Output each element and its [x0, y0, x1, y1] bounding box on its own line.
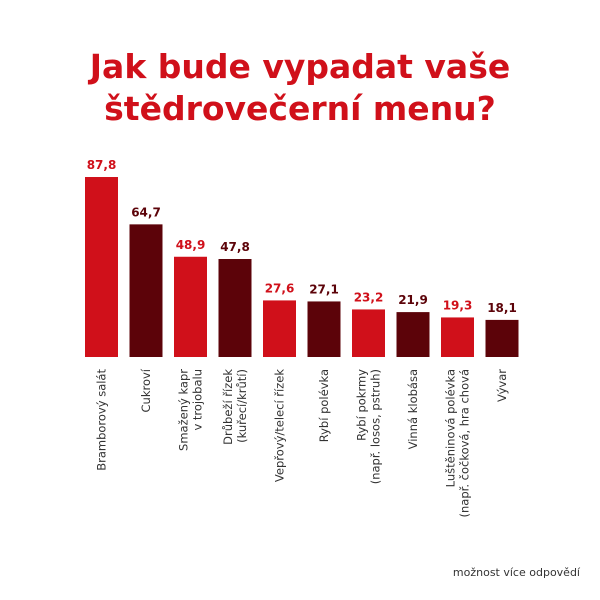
- category-label-line: Luštěninová polévka: [444, 369, 458, 487]
- category-label: Drůbeží řízek(kuřecí/krůtí): [221, 369, 249, 445]
- category-label-line: (např. losos, pstruh): [369, 369, 383, 484]
- category-label: Rybí pokrmy(např. losos, pstruh): [355, 369, 383, 484]
- category-label: Vepřový/telecí řízek: [273, 369, 287, 482]
- value-label: 19,3: [443, 298, 473, 312]
- bar: [396, 312, 430, 357]
- value-label: 23,2: [354, 290, 384, 304]
- bar: [174, 256, 207, 357]
- category-label: Bramborový salát: [95, 369, 109, 471]
- title-line-2: štědrovečerní menu?: [104, 89, 496, 128]
- category-label-line: Drůbeží řízek: [221, 369, 235, 445]
- title-line-1: Jak bude vypadat vaše: [89, 47, 511, 86]
- value-label: 48,9: [176, 238, 206, 252]
- category-label-line: Vývar: [495, 369, 509, 402]
- category-label: Rybí polévka: [317, 369, 331, 442]
- bar: [129, 224, 163, 357]
- bar: [263, 300, 296, 357]
- value-label: 27,6: [265, 281, 295, 295]
- category-label-line: v trojobalu: [191, 369, 205, 431]
- bar: [218, 259, 252, 357]
- value-label: 87,8: [87, 158, 117, 172]
- category-label-line: (např. čočková, hra chová: [458, 369, 472, 517]
- bar: [85, 177, 118, 357]
- value-label: 21,9: [398, 293, 428, 307]
- category-label-line: Cukroví: [139, 368, 153, 412]
- category-label-line: Smažený kapr: [177, 369, 191, 451]
- bar: [307, 301, 341, 357]
- category-label-line: Vepřový/telecí řízek: [273, 369, 287, 482]
- category-label: Luštěninová polévka(např. čočková, hra c…: [444, 369, 472, 517]
- category-label: Cukroví: [139, 368, 153, 412]
- value-label: 47,8: [220, 240, 250, 254]
- category-label-line: Vinná klobása: [406, 369, 420, 449]
- category-label-line: Rybí polévka: [317, 369, 331, 442]
- chart-title: Jak bude vypadat vaše štědrovečerní menu…: [0, 46, 600, 130]
- category-label: Vinná klobása: [406, 369, 420, 449]
- bar: [485, 319, 519, 357]
- value-label: 64,7: [131, 205, 161, 219]
- category-label-line: Bramborový salát: [95, 369, 109, 471]
- footnote: možnost více odpovědí: [452, 566, 580, 579]
- value-label: 18,1: [487, 301, 517, 315]
- category-label-line: Rybí pokrmy: [355, 369, 369, 441]
- category-label: Smažený kaprv trojobalu: [177, 369, 205, 451]
- category-label: Vývar: [495, 369, 509, 402]
- bar: [441, 317, 474, 357]
- value-label: 27,1: [309, 282, 339, 296]
- category-label-line: (kuřecí/krůtí): [235, 369, 249, 443]
- bar: [352, 309, 385, 357]
